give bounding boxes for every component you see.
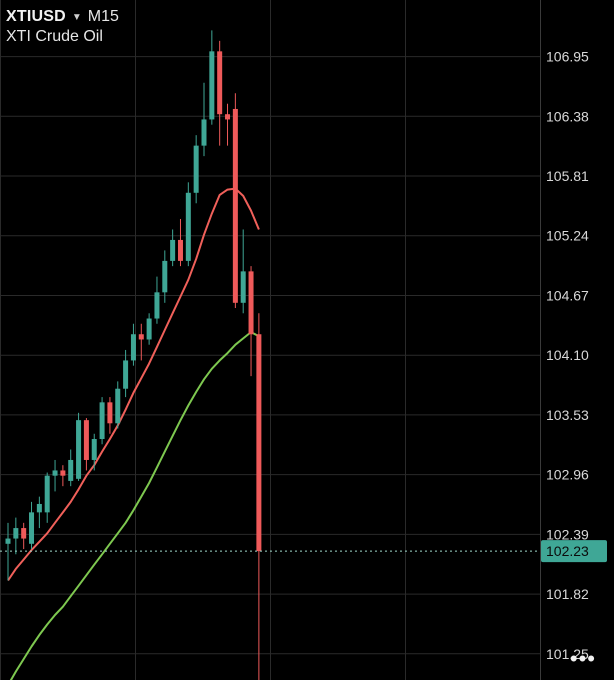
candle-body [60,470,66,476]
candle-bearish [217,40,223,146]
candle-body [146,318,152,340]
candle-bullish [240,229,246,314]
price-tick-label: 105.24 [546,228,589,244]
candle-bullish [130,323,136,366]
candle-body [225,114,231,120]
candle-body [107,402,113,424]
candle-bullish [154,276,160,324]
candle-bullish [5,522,11,581]
candle-bullish [201,82,207,157]
candle-bearish [256,313,262,680]
candle-bearish [138,323,144,361]
candle-bearish [83,418,89,471]
last-price-badge [541,540,607,563]
candle-bullish [115,381,121,429]
last-price-marker: 102.23 [0,540,607,563]
candle-body [177,239,183,261]
price-axis: 106.95 106.38 105.81 105.24 104.67 104.10 103.… [546,49,589,662]
candle-body [232,108,238,303]
moving-average-fast [7,187,260,582]
candle-body [91,439,97,460]
candles [5,30,262,680]
candle-body [130,334,136,361]
more-dots-icon[interactable]: ••• [569,646,596,671]
candle-bearish [177,218,183,267]
candle-bullish [91,433,97,471]
instrument-name: XTI Crude Oil [6,28,103,45]
candle-body [240,271,246,303]
price-tick-label: 103.53 [546,407,589,423]
candle-bullish [29,501,35,550]
candle-body [209,51,215,120]
candle-bearish [225,103,231,146]
symbol-label[interactable]: XTIUSD [6,8,66,25]
caret-down-icon[interactable]: ▼ [71,11,82,23]
candle-bullish [36,496,42,529]
candle-body [83,420,89,460]
candle-body [36,503,42,513]
candle-bullish [146,313,152,345]
candle-bullish [13,517,19,555]
candle-bullish [123,349,129,398]
price-tick-label: 104.10 [546,347,589,363]
candle-bullish [170,229,176,267]
candle-body [115,388,121,424]
candle-bullish [68,449,74,487]
candle-bullish [193,135,199,204]
price-tick-label: 106.95 [546,49,589,65]
candle-body [29,512,35,544]
candle-body [99,402,105,440]
candle-body [138,334,144,340]
price-tick-label: 105.81 [546,168,589,184]
candle-bearish [21,522,27,550]
candle-body [5,538,11,544]
candle-bullish [52,459,58,492]
candle-body [162,260,168,293]
candle-bullish [185,182,191,267]
candle-bearish [232,93,238,309]
candle-body [170,239,176,261]
candle-bullish [162,250,168,303]
candle-bullish [209,30,215,125]
candle-bullish [44,472,50,523]
candle-bearish [60,465,66,487]
candle-body [154,292,160,319]
candle-body [21,528,27,539]
candle-body [68,459,74,481]
candle-bullish [99,397,105,445]
candle-body [123,360,129,389]
chart-grid [0,0,541,680]
candle-body [44,475,50,513]
candle-body [256,334,262,552]
price-tick-label: 106.38 [546,108,589,124]
candle-body [201,119,207,146]
candle-bullish [76,412,82,481]
candle-body [185,192,191,261]
price-tick-label: 104.67 [546,287,589,303]
moving-averages [7,187,260,680]
price-tick-label: 102.39 [546,526,589,542]
candle-body [217,51,223,115]
candle-body [193,145,199,193]
candle-body [248,271,254,335]
candle-body [52,470,58,476]
chart-header: XTIUSD ▼ M15 XTI Crude Oil [6,8,119,46]
price-tick-label: 101.25 [546,646,589,662]
candle-body [13,528,19,539]
candle-bearish [248,266,254,377]
last-price-label: 102.23 [546,543,589,559]
candle-body [76,420,82,479]
candle-bearish [107,397,113,434]
price-tick-label: 102.96 [546,467,589,483]
moving-average-slow [9,331,260,680]
timeframe-label[interactable]: M15 [87,8,119,25]
price-tick-label: 101.82 [546,586,589,602]
